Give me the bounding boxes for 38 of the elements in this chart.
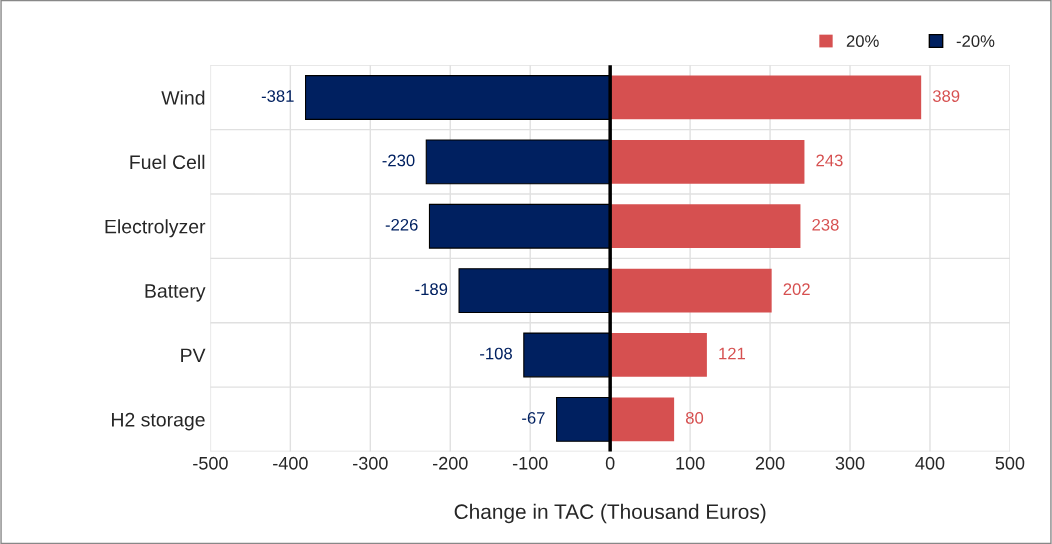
data-label: 202 (783, 283, 810, 296)
y-tick-label: Electrolyzer (105, 219, 206, 238)
legend-label: -20% (956, 35, 995, 47)
legend-label: 20% (846, 35, 879, 47)
data-label: 389 (932, 90, 960, 102)
x-tick-label: 300 (835, 456, 865, 470)
x-tick-label: -200 (432, 456, 468, 470)
bar (610, 139, 805, 184)
x-tick-label: 200 (755, 456, 785, 470)
y-tick-label: PV (181, 348, 206, 363)
data-label: -108 (480, 347, 512, 360)
x-tick-label: 500 (995, 456, 1025, 470)
y-tick-label: Wind (161, 90, 205, 105)
data-label: 243 (816, 154, 843, 167)
x-tick-label: -500 (193, 456, 228, 470)
bar (610, 75, 922, 120)
bar (610, 268, 772, 313)
x-tick-label: -100 (512, 456, 548, 470)
data-label: -67 (522, 412, 545, 424)
bar (610, 397, 675, 442)
x-axis-title: Change in TAC (Thousand Euros) (454, 503, 766, 524)
data-label: 238 (812, 218, 839, 231)
x-tick-label: -300 (353, 456, 388, 470)
data-label: 80 (685, 412, 704, 424)
x-tick-label: 100 (676, 456, 705, 470)
data-label: -226 (385, 218, 418, 231)
data-label: -230 (382, 154, 415, 167)
data-label: -189 (415, 283, 448, 296)
x-tick-label: 400 (915, 456, 945, 470)
x-tick-label: 0 (605, 456, 615, 470)
x-tick-label: -400 (273, 456, 308, 470)
y-tick-label: Fuel Cell (130, 154, 205, 170)
data-label: 121 (719, 347, 746, 360)
data-label: -381 (261, 90, 294, 102)
y-tick-label: H2 storage (112, 412, 205, 431)
bar (610, 333, 707, 377)
bar (610, 204, 801, 249)
y-tick-label: Battery (145, 284, 206, 302)
